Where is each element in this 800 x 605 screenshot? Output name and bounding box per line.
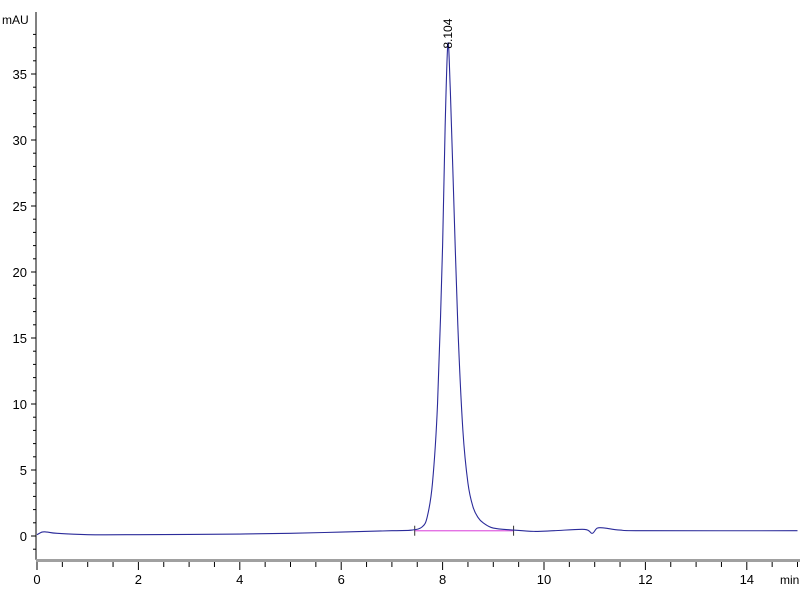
peak-label: 8.104	[441, 18, 455, 48]
x-tick-label: 8	[439, 572, 446, 587]
x-tick-label: 14	[740, 572, 754, 587]
x-axis-label: min	[780, 573, 799, 587]
chromatogram-trace	[37, 43, 798, 535]
x-tick-label: 0	[33, 572, 40, 587]
y-tick-label: 15	[13, 331, 27, 346]
x-axis	[36, 559, 800, 562]
y-tick-label: 35	[13, 67, 27, 82]
x-tick-label: 2	[135, 572, 142, 587]
y-tick-label: 20	[13, 265, 27, 280]
y-tick-label: 10	[13, 397, 27, 412]
y-axis-label: mAU	[2, 13, 29, 27]
y-tick-label: 25	[13, 199, 27, 214]
x-tick-label: 12	[638, 572, 652, 587]
y-tick-label: 0	[20, 529, 27, 544]
x-tick-label: 6	[338, 572, 345, 587]
y-tick-label: 30	[13, 133, 27, 148]
x-tick-label: 10	[537, 572, 551, 587]
x-tick-label: 4	[236, 572, 243, 587]
y-tick-label: 5	[20, 463, 27, 478]
